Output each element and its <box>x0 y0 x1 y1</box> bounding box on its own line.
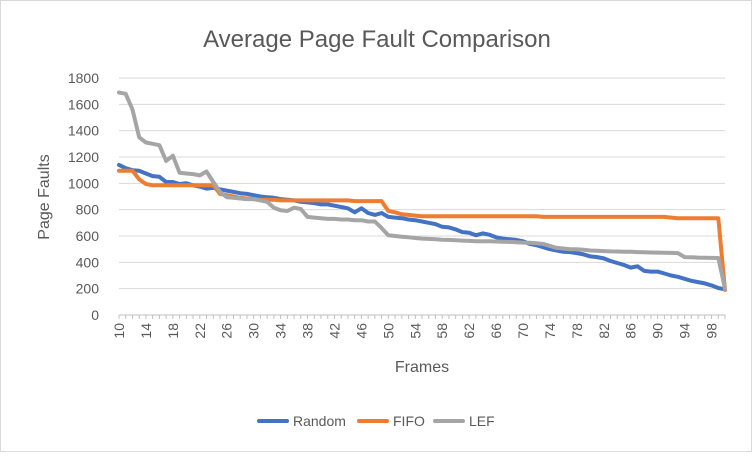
x-tick-label: 66 <box>488 323 504 339</box>
x-tick-label: 98 <box>704 323 720 339</box>
series-line-lef <box>117 90 727 291</box>
y-tick-label: 1000 <box>68 175 99 191</box>
x-tick-label: 34 <box>273 323 289 339</box>
legend-label-lef: LEF <box>469 413 495 429</box>
x-tick-label: 14 <box>138 323 154 339</box>
x-tick-label: 70 <box>515 323 531 339</box>
x-tick-label: 42 <box>326 323 342 339</box>
legend-label-fifo: FIFO <box>393 413 425 429</box>
x-tick-labels: 10 14 18 22 26 30 34 38 42 46 50 54 58 62 66 70 74 78 82 86… <box>111 323 720 339</box>
legend: Random FIFO LEF <box>257 413 495 429</box>
x-tick-label: 58 <box>434 323 450 339</box>
y-tick-label: 1400 <box>68 123 99 139</box>
y-tick-label: 0 <box>91 307 99 323</box>
x-tick-label: 10 <box>111 323 127 339</box>
y-tick-label: 800 <box>76 202 100 218</box>
y-tick-label: 1800 <box>68 70 99 86</box>
x-tick-label: 38 <box>300 323 316 339</box>
x-tick-label: 90 <box>650 323 666 339</box>
x-tick-label: 74 <box>542 323 558 339</box>
x-axis-title: Frames <box>395 359 449 376</box>
series-lines <box>117 90 727 292</box>
y-tick-label: 200 <box>76 281 100 297</box>
y-tick-labels: 0 200 400 600 800 1000 1200 1400 1600 1800 <box>68 70 99 323</box>
legend-label-random: Random <box>293 413 346 429</box>
x-tick-label: 78 <box>569 323 585 339</box>
x-tick-label: 26 <box>219 323 235 339</box>
x-tick-label: 82 <box>596 323 612 339</box>
x-tick-label: 62 <box>461 323 477 339</box>
x-tick-label: 86 <box>623 323 639 339</box>
x-tick-label: 18 <box>165 323 181 339</box>
x-tick-label: 30 <box>246 323 262 339</box>
x-tick-label: 46 <box>353 323 369 339</box>
chart-title: Average Page Fault Comparison <box>203 26 551 53</box>
y-tick-label: 600 <box>76 228 100 244</box>
x-tick-label: 54 <box>407 323 423 339</box>
gridlines <box>119 77 725 290</box>
y-tick-label: 1200 <box>68 149 99 165</box>
y-tick-label: 400 <box>76 254 100 270</box>
x-tick-label: 22 <box>192 323 208 339</box>
x-tick-label: 94 <box>677 323 693 339</box>
x-tick-label: 50 <box>380 323 396 339</box>
y-tick-label: 1600 <box>68 96 99 112</box>
axes <box>118 314 726 319</box>
y-axis-title: Page Faults <box>36 154 53 239</box>
